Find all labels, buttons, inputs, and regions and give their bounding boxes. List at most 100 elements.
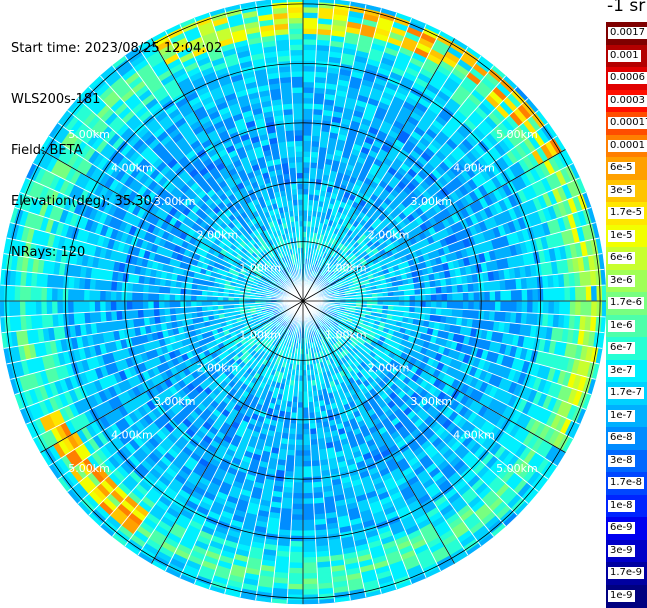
range-gate-cell bbox=[468, 283, 474, 292]
range-gate-cell bbox=[303, 119, 313, 125]
range-gate-cell bbox=[303, 205, 308, 210]
range-gate-cell bbox=[431, 294, 437, 301]
range-gate-cell bbox=[506, 301, 512, 312]
range-gate-cell bbox=[289, 434, 297, 440]
range-gate-cell bbox=[310, 162, 318, 168]
range-gate-cell bbox=[289, 568, 303, 574]
range-gate-cell bbox=[303, 435, 310, 441]
range-gate-cell bbox=[559, 287, 565, 301]
range-gate-cell bbox=[303, 531, 315, 537]
range-gate-cell bbox=[303, 483, 313, 489]
range-gate-cell bbox=[288, 589, 303, 595]
range-gate-cell bbox=[485, 301, 491, 311]
range-gate-cell bbox=[415, 295, 421, 301]
range-gate-cell bbox=[303, 39, 317, 45]
range-gate-cell bbox=[303, 167, 310, 173]
range-gate-cell bbox=[309, 407, 315, 413]
range-gate-cell bbox=[437, 301, 443, 308]
range-gate-cell bbox=[303, 397, 308, 403]
range-gate-cell bbox=[303, 392, 308, 397]
range-gate-cell bbox=[549, 301, 555, 314]
range-gate-cell bbox=[309, 184, 315, 190]
range-gate-cell bbox=[303, 440, 311, 446]
range-gate-cell bbox=[303, 34, 317, 40]
range-gate-cell bbox=[554, 301, 560, 314]
range-gate-cell bbox=[442, 301, 448, 309]
range-gate-cell bbox=[291, 407, 297, 413]
range-gate-cell bbox=[303, 82, 315, 88]
range-gate-cell bbox=[311, 455, 320, 461]
range-gate-cell bbox=[405, 301, 410, 307]
range-gate-cell bbox=[303, 472, 312, 478]
range-gate-cell bbox=[394, 296, 399, 301]
range-gate-cell bbox=[474, 292, 480, 301]
range-gate-cell bbox=[447, 301, 453, 309]
range-gate-cell bbox=[297, 413, 303, 419]
range-gate-cell bbox=[319, 599, 335, 604]
range-gate-cell bbox=[415, 289, 421, 295]
range-gate-cell bbox=[554, 288, 560, 301]
range-gate-cell bbox=[453, 293, 459, 301]
range-gate-cell bbox=[474, 301, 480, 310]
range-gate-cell bbox=[522, 301, 528, 313]
range-gate-cell bbox=[287, 450, 295, 456]
range-gate-cell bbox=[295, 445, 303, 451]
range-gate-cell bbox=[295, 451, 303, 457]
range-gate-cell bbox=[581, 301, 587, 316]
range-gate-cell bbox=[303, 525, 315, 531]
range-gate-cell bbox=[303, 451, 311, 457]
range-gate-cell bbox=[303, 141, 311, 147]
range-gate-cell bbox=[303, 194, 309, 199]
range-gate-cell bbox=[293, 493, 303, 499]
range-gate-cell bbox=[288, 573, 303, 579]
range-gate-cell bbox=[298, 386, 303, 392]
range-gate-cell bbox=[409, 307, 415, 313]
range-gate-cell bbox=[303, 584, 318, 590]
range-gate-cell bbox=[388, 296, 394, 301]
range-gate-cell bbox=[463, 301, 469, 310]
range-gate-cell bbox=[437, 294, 443, 301]
range-gate-cell bbox=[303, 55, 316, 61]
range-gate-cell bbox=[311, 461, 320, 467]
range-gate-cell bbox=[311, 450, 319, 456]
range-gate-cell bbox=[292, 515, 304, 521]
range-gate-cell bbox=[388, 301, 394, 306]
range-gate-cell bbox=[447, 285, 453, 293]
range-gate-cell bbox=[303, 568, 317, 574]
range-gate-cell bbox=[441, 286, 447, 294]
range-gate-cell bbox=[288, 579, 303, 585]
range-gate-cell bbox=[285, 471, 294, 477]
range-gate-cell bbox=[303, 183, 309, 189]
range-gate-cell bbox=[527, 289, 533, 301]
range-gate-cell bbox=[303, 408, 309, 414]
range-gate-cell bbox=[303, 493, 313, 499]
range-gate-cell bbox=[303, 189, 309, 195]
range-gate-cell bbox=[293, 483, 303, 489]
range-gate-cell bbox=[485, 291, 491, 301]
range-gate-cell bbox=[312, 130, 321, 136]
range-gate-cell bbox=[297, 408, 303, 414]
range-gate-cell bbox=[311, 136, 320, 142]
range-gate-cell bbox=[291, 520, 303, 526]
range-gate-cell bbox=[591, 301, 597, 316]
range-gate-cell bbox=[303, 467, 312, 473]
range-gate-cell bbox=[431, 308, 437, 315]
range-gate-cell bbox=[303, 44, 316, 50]
range-gate-cell bbox=[288, 439, 296, 445]
range-gate-cell bbox=[533, 289, 539, 301]
range-gate-cell bbox=[311, 141, 320, 147]
range-gate-cell bbox=[298, 392, 303, 397]
range-gate-cell bbox=[310, 434, 318, 440]
range-gate-cell bbox=[533, 301, 539, 313]
range-gate-cell bbox=[431, 287, 437, 294]
range-gate-cell bbox=[310, 157, 318, 163]
range-gate-cell bbox=[303, 135, 312, 141]
range-gate-cell bbox=[303, 589, 318, 595]
range-gate-cell bbox=[290, 423, 297, 429]
range-gate-cell bbox=[303, 403, 309, 408]
range-gate-cell bbox=[271, 599, 287, 604]
range-gate-cell bbox=[312, 125, 321, 131]
range-gate-cell bbox=[458, 301, 464, 309]
range-gate-cell bbox=[410, 295, 416, 301]
range-gate-cell bbox=[565, 301, 571, 315]
